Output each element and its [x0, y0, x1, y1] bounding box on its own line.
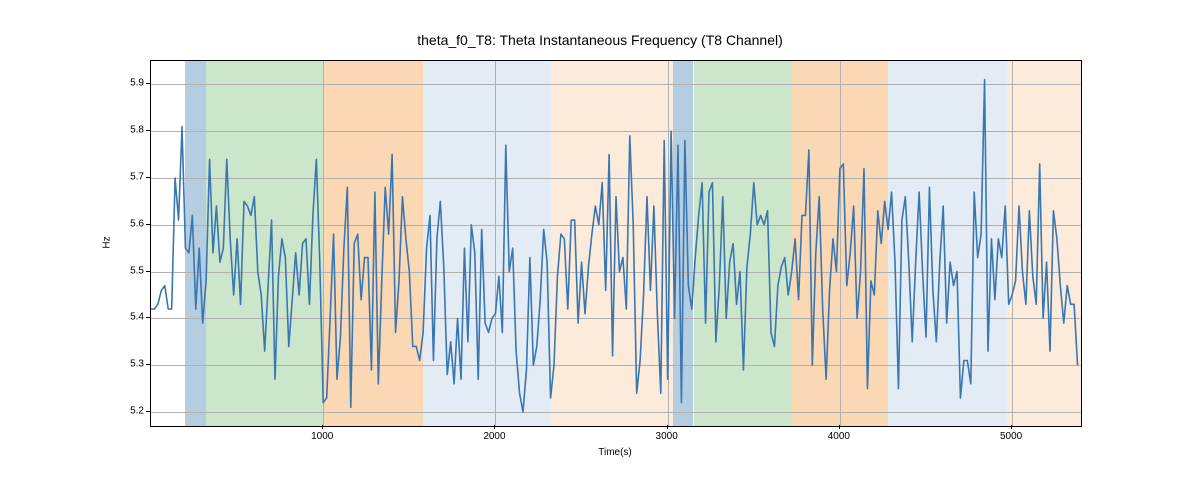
- data-line: [151, 61, 1081, 426]
- y-tick: [146, 317, 150, 318]
- y-tick-label: 5.5: [120, 265, 144, 276]
- x-tick: [667, 425, 668, 429]
- x-axis-label: Time(s): [150, 447, 1080, 458]
- y-tick: [146, 177, 150, 178]
- y-tick-label: 5.4: [120, 312, 144, 323]
- chart-figure: theta_f0_T8: Theta Instantaneous Frequen…: [0, 0, 1200, 500]
- chart-title: theta_f0_T8: Theta Instantaneous Frequen…: [0, 32, 1200, 48]
- y-tick-label: 5.7: [120, 171, 144, 182]
- y-tick: [146, 411, 150, 412]
- series-line: [151, 80, 1078, 412]
- x-tick: [839, 425, 840, 429]
- x-tick: [494, 425, 495, 429]
- y-tick: [146, 130, 150, 131]
- x-tick: [322, 425, 323, 429]
- x-tick-label: 3000: [656, 431, 678, 442]
- x-tick-label: 2000: [483, 431, 505, 442]
- y-tick: [146, 364, 150, 365]
- x-tick: [1011, 425, 1012, 429]
- y-tick-label: 5.3: [120, 359, 144, 370]
- x-tick-label: 5000: [1000, 431, 1022, 442]
- y-tick: [146, 224, 150, 225]
- x-tick-label: 1000: [311, 431, 333, 442]
- plot-area: [150, 60, 1082, 427]
- y-tick-label: 5.2: [120, 405, 144, 416]
- y-tick: [146, 271, 150, 272]
- y-tick-label: 5.9: [120, 78, 144, 89]
- y-tick-label: 5.6: [120, 218, 144, 229]
- y-axis-label: Hz: [102, 222, 113, 262]
- x-tick-label: 4000: [828, 431, 850, 442]
- y-tick: [146, 83, 150, 84]
- y-tick-label: 5.8: [120, 125, 144, 136]
